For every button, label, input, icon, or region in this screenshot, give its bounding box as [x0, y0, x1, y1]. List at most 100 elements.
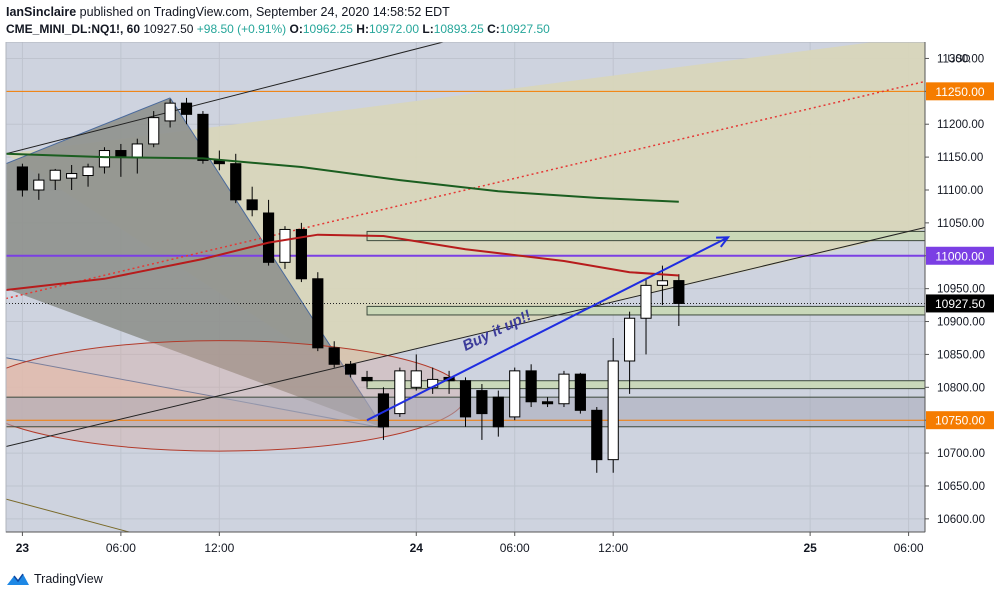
- candle-body[interactable]: [558, 373, 570, 405]
- candle-body[interactable]: [476, 390, 488, 415]
- candle-body[interactable]: [312, 278, 324, 349]
- candle-body[interactable]: [197, 113, 209, 161]
- candle-body[interactable]: [82, 166, 94, 177]
- candle-body[interactable]: [624, 317, 636, 362]
- candle-body[interactable]: [180, 102, 193, 115]
- candle-body[interactable]: [279, 228, 291, 263]
- triangle-edge[interactable]: [6, 97, 171, 165]
- candle-body[interactable]: [328, 347, 340, 365]
- candle-body[interactable]: [295, 228, 307, 280]
- candle[interactable]: [328, 341, 340, 368]
- candle-body[interactable]: [656, 280, 669, 286]
- candle[interactable]: [279, 226, 291, 269]
- candle-body[interactable]: [148, 117, 160, 145]
- candle[interactable]: [361, 370, 373, 388]
- wedge-upper-line[interactable]: [6, 42, 482, 155]
- candle[interactable]: [312, 272, 324, 352]
- price-tick-label: 10850.00: [937, 349, 985, 361]
- candle[interactable]: [66, 164, 78, 190]
- candle[interactable]: [295, 222, 307, 283]
- candle-body[interactable]: [607, 360, 619, 461]
- moving-average-red[interactable]: [6, 233, 679, 291]
- decline-triangle[interactable]: [6, 97, 384, 429]
- candle[interactable]: [16, 163, 28, 197]
- candle[interactable]: [541, 397, 554, 408]
- candle-body[interactable]: [98, 150, 111, 168]
- candle-body[interactable]: [525, 370, 537, 403]
- candle[interactable]: [394, 367, 406, 417]
- candles-layer[interactable]: [16, 97, 685, 473]
- candle[interactable]: [164, 99, 176, 128]
- candle[interactable]: [607, 337, 619, 473]
- candle[interactable]: [492, 390, 504, 437]
- candle-body[interactable]: [459, 380, 472, 418]
- price-chart[interactable]: Buy it up!! USD 10600.00 10650.00 10700.00…: [0, 41, 999, 562]
- chart-area[interactable]: Buy it up!! USD 10600.00 10650.00 10700.00…: [0, 41, 999, 562]
- candle[interactable]: [574, 372, 586, 414]
- candle[interactable]: [558, 370, 570, 408]
- candle-body[interactable]: [49, 169, 61, 181]
- candle-body[interactable]: [509, 370, 521, 418]
- candle[interactable]: [33, 173, 45, 200]
- candle[interactable]: [82, 163, 94, 187]
- candle[interactable]: [49, 168, 61, 190]
- arrow-line[interactable]: [366, 236, 729, 422]
- candle[interactable]: [509, 367, 521, 421]
- price-tick-label: 11050.00: [937, 218, 984, 230]
- candle[interactable]: [656, 265, 669, 306]
- candle-body[interactable]: [33, 179, 45, 191]
- candle[interactable]: [246, 186, 258, 217]
- time-axis[interactable]: 23 06:00 12:00 24 06:00 12:00 25 06:00: [16, 532, 924, 555]
- candle[interactable]: [459, 377, 472, 427]
- price-tag-current: 10927.50: [935, 297, 985, 311]
- candle-body[interactable]: [246, 199, 258, 211]
- drawings-layer[interactable]: [0, 42, 925, 539]
- resistance-zone[interactable]: [366, 230, 925, 242]
- candle[interactable]: [262, 199, 275, 266]
- candle-body[interactable]: [394, 370, 406, 415]
- candle-body[interactable]: [16, 166, 28, 191]
- candle-body[interactable]: [115, 150, 127, 158]
- candle[interactable]: [640, 278, 652, 355]
- candle-body[interactable]: [361, 376, 373, 382]
- dotted-trend-line[interactable]: [6, 80, 925, 300]
- candle-body[interactable]: [410, 370, 422, 388]
- candle[interactable]: [345, 360, 357, 378]
- candle[interactable]: [525, 364, 537, 408]
- candle[interactable]: [410, 354, 422, 391]
- candle[interactable]: [148, 111, 160, 148]
- candle-body[interactable]: [345, 363, 357, 375]
- candle-body[interactable]: [541, 401, 554, 405]
- candle-body[interactable]: [492, 396, 504, 428]
- candle-body[interactable]: [574, 373, 586, 411]
- candle-body[interactable]: [640, 284, 652, 319]
- candle[interactable]: [624, 311, 636, 394]
- time-tick-label: 12:00: [204, 541, 234, 555]
- candle-body[interactable]: [164, 102, 176, 122]
- candle[interactable]: [673, 274, 685, 326]
- wedge-lower-line[interactable]: [6, 226, 925, 447]
- last-price: 10927.50: [143, 22, 194, 36]
- candle-body[interactable]: [262, 212, 275, 263]
- price-axis[interactable]: USD 10600.00 10650.00 10700.00 10750.00 1080…: [925, 53, 985, 526]
- candle[interactable]: [98, 147, 111, 174]
- plot-layer[interactable]: Buy it up!!: [0, 42, 925, 539]
- candle-body[interactable]: [673, 280, 685, 304]
- candle-body[interactable]: [591, 409, 603, 461]
- price-tick-label: 10650.00: [937, 481, 985, 493]
- moving-average-green[interactable]: [6, 152, 679, 203]
- price-tick-label: 11300.00: [937, 53, 984, 65]
- footer-brand[interactable]: TradingView: [34, 572, 103, 586]
- candle[interactable]: [591, 407, 603, 473]
- candle[interactable]: [476, 384, 488, 440]
- author-name[interactable]: IanSinclaire: [6, 5, 77, 19]
- candle-body[interactable]: [230, 163, 242, 201]
- time-tick-label: 06:00: [894, 541, 924, 555]
- candle-body[interactable]: [131, 143, 143, 158]
- resistance-zone[interactable]: [366, 380, 925, 390]
- candle-body[interactable]: [66, 173, 78, 179]
- trend-line-lower[interactable]: [6, 498, 154, 538]
- close-value: 10927.50: [499, 22, 550, 36]
- candle[interactable]: [197, 111, 209, 164]
- candle[interactable]: [180, 97, 193, 125]
